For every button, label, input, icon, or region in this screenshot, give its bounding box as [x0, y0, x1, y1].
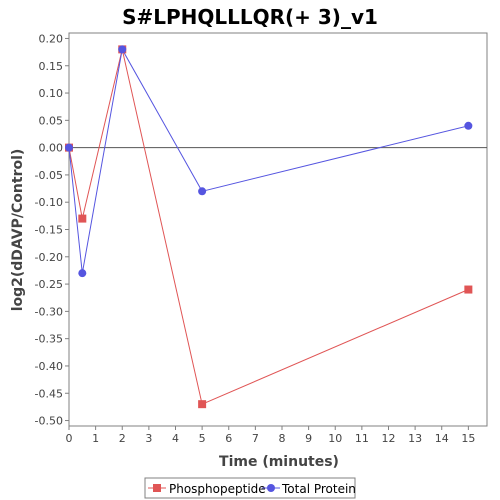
data-point-phosphopeptide	[464, 285, 473, 294]
x-tick-label: 1	[92, 432, 99, 445]
x-tick-label: 7	[252, 432, 259, 445]
x-tick-label: 11	[355, 432, 369, 445]
x-tick-label: 15	[461, 432, 475, 445]
y-tick-label: -0.05	[35, 169, 63, 182]
legend-marker-phosphopeptide	[153, 484, 161, 492]
y-tick-label: 0.00	[39, 142, 64, 155]
legend-label-total-protein: Total Protein	[281, 482, 356, 496]
x-tick-label: 2	[119, 432, 126, 445]
x-tick-label: 8	[278, 432, 285, 445]
y-tick-label: -0.20	[35, 251, 63, 264]
data-point-total-protein	[65, 143, 73, 152]
y-tick-label: -0.15	[35, 224, 63, 237]
x-tick-label: 0	[66, 432, 73, 445]
y-tick-label: -0.10	[35, 196, 63, 209]
x-axis-ticks: 0 1 2 3 4 5 6 7 8 9 10 11 12 13 14 15	[66, 426, 475, 445]
legend-item-total-protein: Total Protein	[262, 482, 356, 496]
y-tick-label: 0.10	[39, 87, 64, 100]
y-tick-label: -0.25	[35, 278, 63, 291]
x-tick-label: 4	[172, 432, 179, 445]
x-tick-label: 5	[199, 432, 206, 445]
x-tick-label: 6	[225, 432, 232, 445]
x-tick-label: 14	[435, 432, 449, 445]
data-point-total-protein	[118, 45, 127, 54]
x-tick-label: 13	[408, 432, 422, 445]
y-tick-label: 0.20	[39, 32, 64, 45]
legend-item-phosphopeptide: Phosphopeptide	[148, 482, 266, 496]
y-tick-label: 0.05	[39, 114, 64, 127]
legend: Phosphopeptide Total Protein	[144, 477, 356, 499]
y-tick-label: 0.15	[39, 60, 64, 73]
plot-area: 0 1 2 3 4 5 6 7 8 9 10 11 12 13 14 15 0.200.150.100.050…	[35, 32, 488, 445]
x-tick-label: 10	[328, 432, 342, 445]
data-point-total-protein	[78, 269, 87, 278]
x-tick-label: 3	[145, 432, 152, 445]
y-tick-label: -0.35	[35, 333, 63, 346]
y-tick-label: -0.50	[35, 415, 63, 428]
legend-box	[144, 477, 356, 499]
plot-frame	[68, 32, 488, 427]
y-tick-label: -0.30	[35, 305, 63, 318]
data-point-phosphopeptide	[198, 400, 207, 409]
x-axis-label: Time (minutes)	[219, 454, 339, 470]
legend-label-phosphopeptide: Phosphopeptide	[169, 482, 266, 496]
data-point-total-protein	[464, 121, 473, 130]
legend-marker-total-protein	[267, 484, 275, 492]
data-point-total-protein	[198, 187, 207, 196]
x-tick-label: 9	[305, 432, 312, 445]
y-tick-label: -0.40	[35, 360, 63, 373]
y-tick-label: -0.45	[35, 387, 63, 400]
data-point-phosphopeptide	[78, 214, 87, 223]
series-layer	[65, 45, 473, 409]
y-axis-ticks: 0.20 0.15 0.10 0.05 0.00 -0.05 -0.10 -0.15 -0.20…	[35, 32, 69, 428]
x-tick-label: 12	[381, 432, 395, 445]
chart-title: S#LPHQLLLQR(+ 3)_v1	[122, 5, 378, 29]
y-axis-label: log2(dDAVP/Control)	[10, 149, 26, 312]
